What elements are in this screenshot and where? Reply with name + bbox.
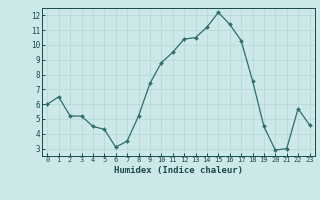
X-axis label: Humidex (Indice chaleur): Humidex (Indice chaleur)	[114, 166, 243, 175]
